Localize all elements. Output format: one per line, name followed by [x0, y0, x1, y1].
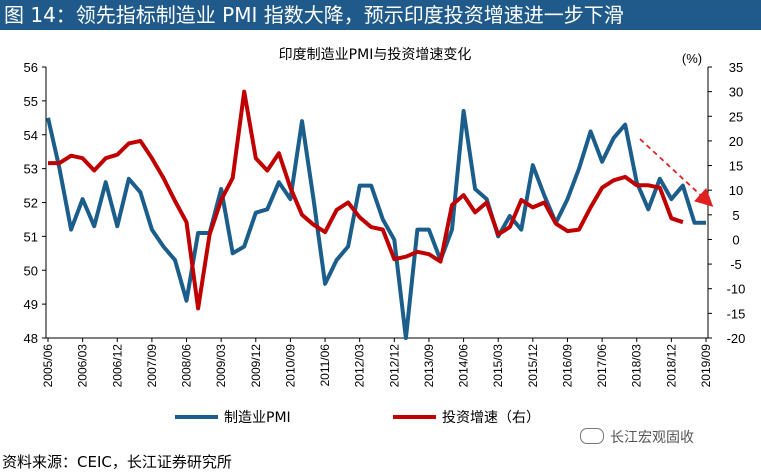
x-tick-label: 2018/03	[630, 344, 644, 388]
chart: 印度制造业PMI与投资增速变化 (%) 484950515253545556-2…	[24, 47, 746, 426]
right-tick-label: 25	[729, 109, 743, 124]
trend-arrow	[639, 138, 714, 207]
watermark: 长江宏观固收	[580, 427, 694, 447]
x-tick-label: 2014/06	[457, 344, 471, 388]
right-tick-label: -15	[727, 306, 746, 321]
left-tick-label: 53	[24, 162, 38, 177]
x-tick-label: 2009/12	[249, 344, 263, 388]
right-tick-label: -20	[727, 331, 746, 346]
right-tick-label: -5	[730, 257, 742, 272]
figure-title: 图 14：领先指标制造业 PMI 指数大降，预示印度投资增速进一步下滑	[0, 0, 761, 30]
x-tick-label: 2015/12	[526, 344, 540, 388]
x-tick-label: 2015/03	[491, 344, 505, 388]
x-tick-label: 2011/06	[318, 344, 332, 387]
x-tick-label: 2008/06	[180, 344, 194, 388]
x-tick-label: 2006/12	[110, 344, 124, 388]
legend: 制造业PMI 投资增速（右）	[175, 410, 540, 426]
x-tick-label: 2005/06	[41, 344, 55, 388]
x-tick-label: 2016/09	[560, 344, 574, 388]
legend-label-pmi: 制造业PMI	[224, 410, 291, 426]
x-tick-label: 2012/12	[387, 344, 401, 388]
source-note: 资料来源：CEIC，长江证券研究所	[2, 453, 232, 471]
series-line-investment-growth	[48, 89, 684, 311]
left-tick-label: 54	[24, 128, 38, 143]
left-tick-label: 49	[24, 297, 38, 312]
x-tick-label: 2013/09	[422, 344, 436, 388]
left-tick-label: 52	[24, 196, 38, 211]
chart-title: 印度制造业PMI与投资增速变化	[279, 47, 472, 63]
left-tick-label: 56	[24, 60, 38, 75]
left-tick-label: 55	[24, 94, 38, 109]
right-tick-label: 15	[729, 159, 743, 174]
x-tick-label: 2007/09	[145, 344, 159, 388]
right-tick-label: -10	[727, 282, 746, 297]
right-tick-label: 35	[729, 60, 743, 75]
wechat-icon	[580, 428, 604, 444]
x-tick-label: 2017/06	[595, 344, 609, 388]
watermark-text: 长江宏观固收	[610, 430, 694, 446]
left-tick-label: 48	[24, 331, 38, 346]
x-tick-label: 2006/03	[76, 344, 90, 388]
left-tick-label: 51	[24, 229, 38, 244]
right-tick-label: 10	[729, 183, 743, 198]
series-line-pmi	[46, 109, 706, 340]
legend-label-invest: 投资增速（右）	[442, 410, 540, 426]
x-tick-label: 2009/03	[214, 344, 228, 388]
left-tick-label: 50	[24, 263, 38, 278]
axes: 48 49 50 51 52 53 54 55 56 -20 -15 -10 -5 0 5 10 15 20 25 3…	[24, 60, 746, 387]
x-tick-label: 2012/03	[353, 344, 367, 388]
right-tick-label: 5	[732, 208, 739, 223]
right-tick-label: 0	[732, 232, 739, 247]
right-axis-unit-label: (%)	[682, 51, 702, 66]
right-tick-label: 20	[729, 134, 743, 149]
right-tick-label: 30	[729, 85, 743, 100]
series-lines	[46, 89, 706, 340]
x-tick-label: 2019/09	[699, 344, 713, 388]
x-tick-label: 2018/12	[664, 344, 678, 388]
x-tick-label: 2010/09	[283, 344, 297, 388]
